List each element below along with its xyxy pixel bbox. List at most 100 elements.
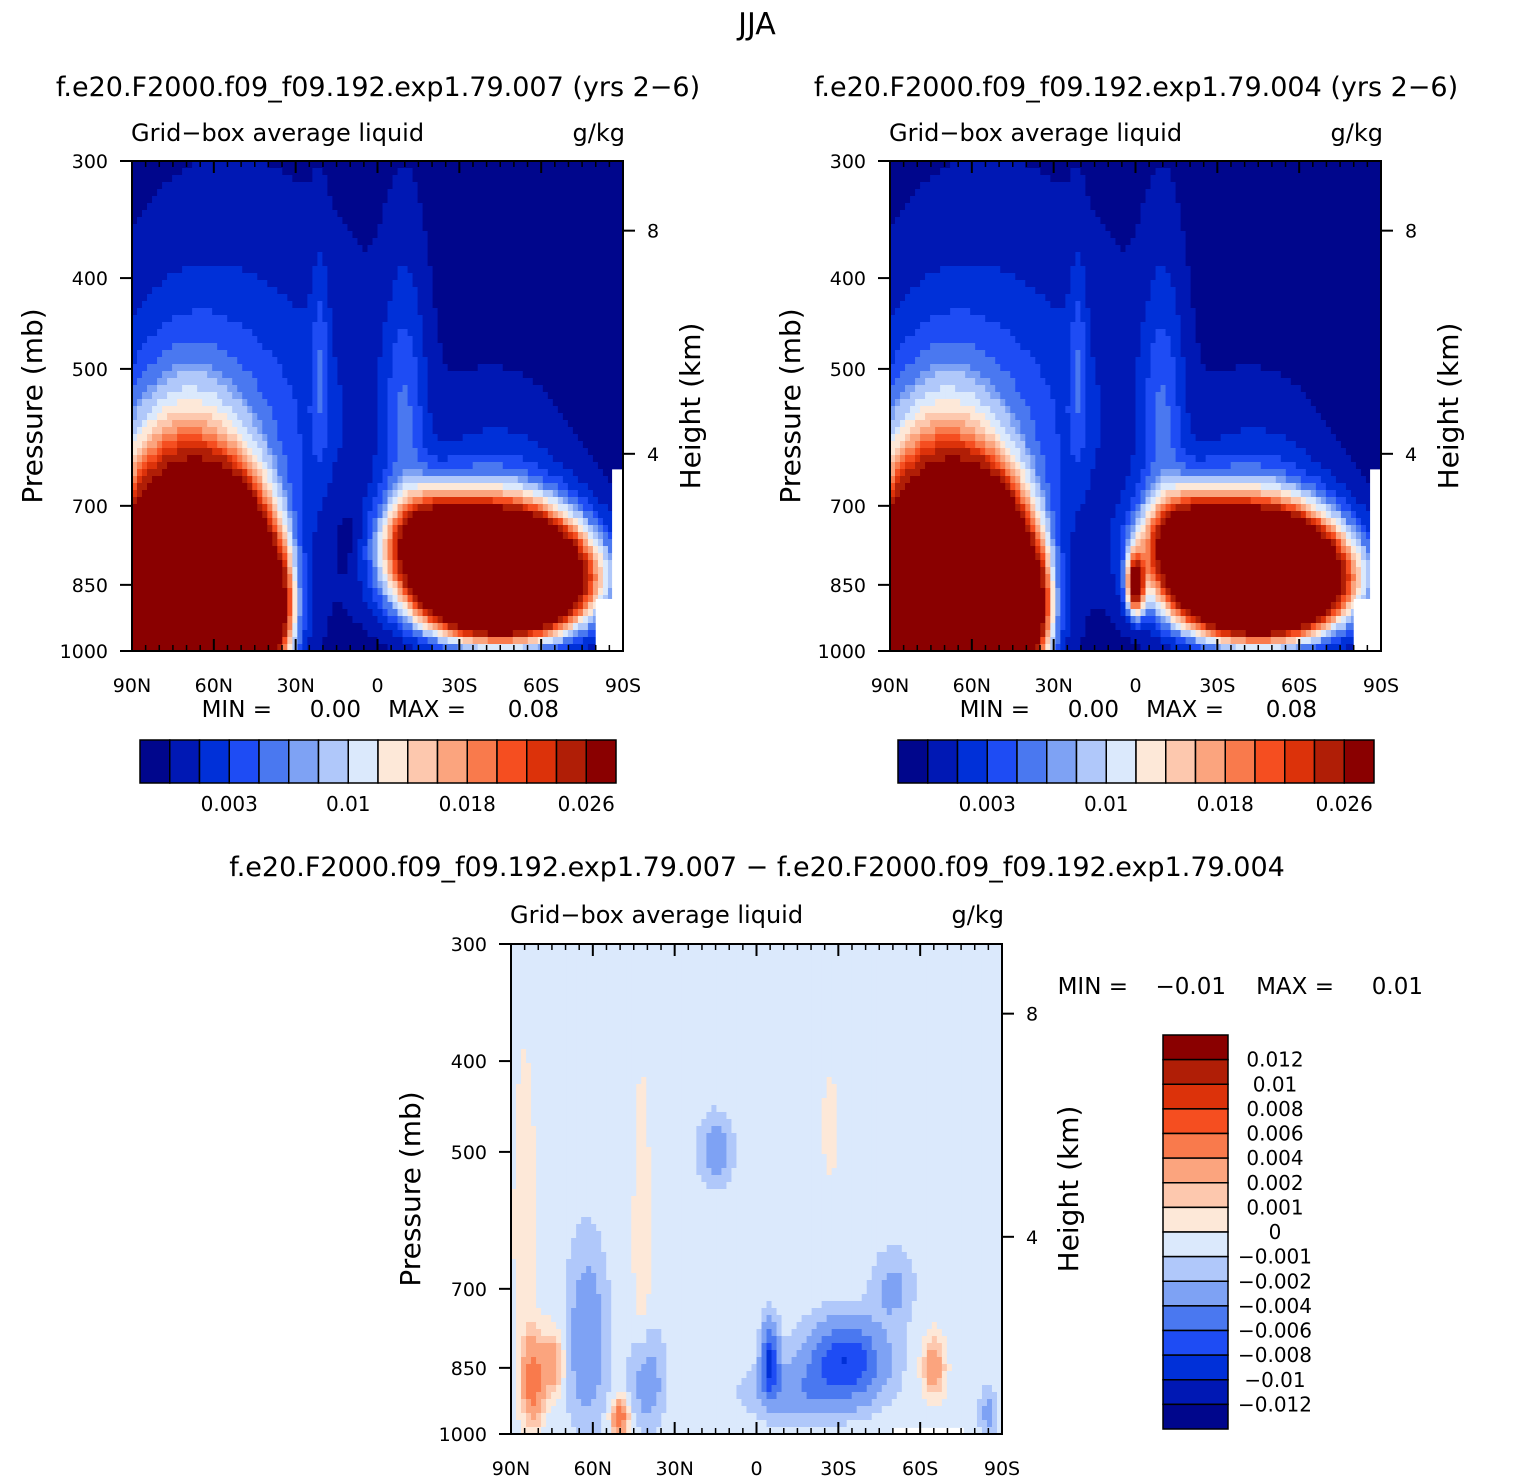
field-cell — [272, 196, 278, 204]
field-cell — [242, 511, 248, 519]
field-cell — [542, 238, 549, 246]
field-cell — [467, 399, 474, 407]
field-cell — [457, 315, 464, 323]
field-cell — [197, 350, 203, 358]
field-cell — [342, 322, 349, 330]
field-cell — [607, 392, 614, 400]
field-cell — [617, 343, 623, 351]
field-cell — [272, 350, 278, 358]
field-cell — [162, 441, 168, 449]
field-cell — [567, 322, 574, 330]
field-cell — [202, 301, 208, 309]
field-cell — [507, 441, 514, 449]
field-cell — [382, 497, 389, 505]
field-cell — [567, 189, 574, 197]
field-cell — [577, 399, 584, 407]
field-cell — [252, 231, 258, 239]
field-cell — [507, 399, 514, 407]
field-cell — [237, 336, 243, 344]
field-cell — [332, 420, 339, 428]
field-cell — [147, 238, 153, 246]
field-cell — [612, 280, 619, 288]
field-cell — [607, 245, 614, 253]
field-cell — [352, 371, 359, 379]
field-cell — [137, 427, 143, 435]
field-cell — [257, 175, 263, 183]
field-cell — [612, 420, 619, 428]
field-cell — [267, 497, 273, 505]
field-cell — [232, 287, 238, 295]
field-cell — [347, 406, 354, 414]
field-cell — [292, 315, 298, 323]
field-cell — [372, 336, 379, 344]
field-cell — [577, 469, 584, 477]
field-cell — [462, 245, 469, 253]
field-cell — [437, 280, 444, 288]
field-cell — [347, 420, 354, 428]
field-cell — [297, 462, 303, 470]
field-cell — [242, 189, 248, 197]
field-cell — [207, 511, 213, 519]
field-cell — [487, 504, 494, 512]
field-cell — [602, 392, 609, 400]
field-cell — [617, 392, 623, 400]
field-cell — [147, 189, 153, 197]
field-cell — [247, 406, 253, 414]
field-cell — [552, 490, 559, 498]
field-cell — [342, 504, 349, 512]
field-cell — [587, 434, 594, 442]
field-cell — [327, 308, 334, 316]
field-cell — [182, 280, 188, 288]
field-cell — [597, 259, 604, 267]
field-cell — [512, 427, 519, 435]
field-cell — [247, 476, 253, 484]
field-cell — [312, 441, 318, 449]
field-cell — [557, 413, 564, 421]
field-cell — [272, 287, 278, 295]
field-cell — [597, 294, 604, 302]
field-cell — [582, 287, 589, 295]
field-cell — [322, 455, 328, 463]
field-cell — [407, 210, 414, 218]
field-cell — [617, 385, 623, 393]
field-cell — [407, 168, 414, 176]
field-cell — [457, 189, 464, 197]
field-cell — [452, 497, 459, 505]
field-cell — [617, 434, 623, 442]
field-cell — [267, 161, 273, 169]
field-cell — [602, 497, 609, 505]
field-cell — [607, 504, 614, 512]
field-cell — [282, 301, 288, 309]
field-cell — [487, 378, 494, 386]
field-cell — [177, 385, 183, 393]
field-cell — [457, 511, 464, 519]
field-cell — [192, 378, 198, 386]
field-cell — [237, 406, 243, 414]
field-cell — [482, 189, 489, 197]
field-cell — [552, 217, 559, 225]
field-cell — [202, 350, 208, 358]
field-cell — [432, 315, 439, 323]
field-cell — [562, 378, 569, 386]
field-cell — [252, 497, 258, 505]
field-cell — [417, 378, 424, 386]
field-cell — [397, 448, 404, 456]
field-cell — [317, 266, 323, 274]
field-cell — [377, 315, 384, 323]
field-cell — [227, 504, 233, 512]
field-cell — [327, 273, 334, 281]
field-cell — [212, 301, 218, 309]
field-cell — [487, 392, 494, 400]
field-cell — [362, 322, 369, 330]
field-cell — [417, 511, 424, 519]
field-cell — [182, 420, 188, 428]
field-cell — [342, 161, 349, 169]
field-cell — [417, 504, 424, 512]
field-cell — [392, 504, 399, 512]
field-cell — [402, 427, 409, 435]
field-cell — [317, 420, 323, 428]
field-cell — [262, 448, 268, 456]
field-cell — [302, 280, 308, 288]
field-cell — [177, 308, 183, 316]
field-cell — [367, 294, 374, 302]
